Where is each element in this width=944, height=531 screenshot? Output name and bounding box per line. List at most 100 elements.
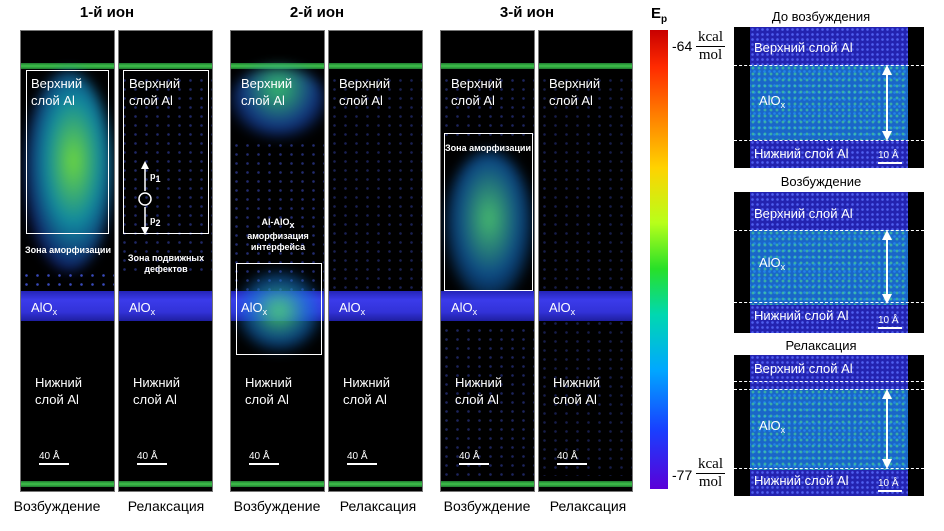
oxide-band (329, 291, 422, 321)
boundary-top (734, 65, 924, 66)
upper-layer (750, 27, 908, 65)
colorbar-bottom-unit: kcal mol (696, 456, 725, 490)
panel-ion2-excitation: Верхний слой Al Al-AlOx аморфизация инте… (230, 30, 325, 492)
panel-ion3-excitation: Верхний слой Al Зона аморфизации AlOx Ни… (440, 30, 535, 492)
lower-surface (21, 481, 114, 487)
simulation-cell (750, 192, 908, 333)
energy-cloud-top (231, 67, 324, 137)
upper-surface (441, 63, 534, 69)
oxide-label: AlOx (759, 93, 786, 110)
energy-cloud (445, 151, 533, 301)
oxide-label: AlOx (451, 300, 478, 317)
defect-dots (231, 141, 324, 291)
oxide-label: AlOx (339, 300, 366, 317)
upper-surface (539, 63, 632, 69)
lower-surface (441, 481, 534, 487)
column-label-3: Возбуждение (233, 498, 321, 514)
boundary-top-2 (734, 389, 924, 390)
scale-bar: 40 Å (137, 451, 167, 465)
interface-amorph-label: Al-AlOx аморфизация интерфейса (247, 217, 309, 252)
scale-bar: 40 Å (249, 451, 279, 465)
colorbar-label: Ep (651, 5, 668, 25)
header-ion-2: 2-й ион (289, 4, 345, 21)
oxide-layer (750, 65, 908, 140)
right-panel-relaxation: Верхний слой Al AlOx Нижний слой Al 10 Å (734, 355, 924, 496)
column-label-6: Релаксация (549, 498, 627, 514)
colorbar-top-unit: kcal mol (696, 29, 725, 63)
panel-ion1-excitation: Верхний слой Al Зона аморфизации AlOx Ни… (20, 30, 115, 492)
scale-bar: 40 Å (39, 451, 69, 465)
oxide-label: AlOx (549, 300, 576, 317)
right-panel-before-excitation: Верхний слой Al AlOx Нижний слой Al 10 Å (734, 27, 924, 168)
amorph-box (26, 70, 109, 234)
lower-layer-label: Нижний слой Al (754, 146, 849, 161)
column-label-4: Релаксация (339, 498, 417, 514)
scale-bar: 10 Å (878, 150, 902, 164)
oxide-label: AlOx (31, 300, 58, 317)
lower-layer-label: Нижний слой Al (553, 375, 601, 407)
p1-label: p1 (150, 171, 161, 184)
lower-surface (119, 481, 212, 487)
oxide-label: AlOx (129, 300, 156, 317)
lower-layer (750, 305, 908, 333)
right-panel-title-3: Релаксация (785, 338, 857, 353)
boundary-top (734, 230, 924, 231)
defect-box (123, 70, 209, 234)
upper-layer-label: Верхний слой Al (339, 76, 391, 108)
oxide-band (21, 291, 114, 321)
header-ion-1: 1-й ион (79, 4, 135, 21)
panel-ion2-relaxation: Верхний слой Al AlOx Нижний слой Al 40 Å (328, 30, 423, 492)
defect-dots (119, 76, 212, 276)
p2-label: p2 (150, 215, 161, 228)
simulation-cell (750, 355, 908, 496)
oxide-band (441, 291, 534, 321)
right-panel-title-1: До возбуждения (771, 9, 871, 24)
defect-dots (329, 76, 422, 291)
lower-layer-label: Нижний слой Al (754, 308, 849, 323)
column-label-2: Релаксация (127, 498, 205, 514)
scale-bar: 40 Å (459, 451, 489, 465)
upper-surface (21, 63, 114, 69)
upper-layer-label: Верхний слой Al (549, 76, 601, 108)
thickness-arrow (886, 392, 888, 466)
lower-surface (231, 481, 324, 487)
thickness-arrow (886, 67, 888, 137)
scale-bar: 40 Å (557, 451, 587, 465)
simulation-cell (750, 27, 908, 168)
upper-layer (750, 355, 908, 389)
lower-surface (539, 481, 632, 487)
oxide-label: AlOx (759, 255, 786, 272)
interface-box (236, 263, 322, 355)
lower-layer-label: Нижний слой Al (245, 375, 293, 407)
energy-cloud (25, 71, 113, 271)
lower-layer-label: Нижний слой Al (35, 375, 83, 407)
momentum-diagram (138, 161, 152, 235)
amorph-zone-label: Зона аморфизации (25, 245, 111, 255)
upper-layer-label: Верхний слой Al (241, 76, 293, 108)
lower-layer-label: Нижний слой Al (133, 375, 181, 407)
defect-dots-top (441, 76, 534, 136)
lower-layer-label: Нижний слой Al (455, 375, 503, 407)
lower-layer-label: Нижний слой Al (754, 473, 849, 488)
defect-dots (539, 76, 632, 476)
boundary-bottom (734, 468, 924, 469)
column-label-1: Возбуждение (13, 498, 101, 514)
boundary-bottom (734, 140, 924, 141)
energy-cloud-interface (237, 271, 321, 351)
upper-layer-label: Верхний слой Al (754, 40, 853, 55)
upper-layer-label: Верхний слой Al (129, 76, 181, 108)
scale-bar: 40 Å (347, 451, 377, 465)
defect-dots (21, 271, 114, 291)
thickness-arrow-heads (882, 230, 892, 304)
oxide-band (119, 291, 212, 321)
panel-ion1-relaxation: Верхний слой Al p1 p2 Зона подвижных деф… (118, 30, 213, 492)
upper-surface (231, 63, 324, 69)
lower-layer-label: Нижний слой Al (343, 375, 391, 407)
thickness-arrow (886, 232, 888, 300)
upper-surface (119, 63, 212, 69)
panel-ion3-relaxation: Верхний слой Al AlOx Нижний слой Al 40 Å (538, 30, 633, 492)
upper-layer-label: Верхний слой Al (451, 76, 503, 108)
right-panel-excitation: Верхний слой Al AlOx Нижний слой Al 10 Å (734, 192, 924, 333)
column-label-5: Возбуждение (443, 498, 531, 514)
boundary-bottom (734, 302, 924, 303)
